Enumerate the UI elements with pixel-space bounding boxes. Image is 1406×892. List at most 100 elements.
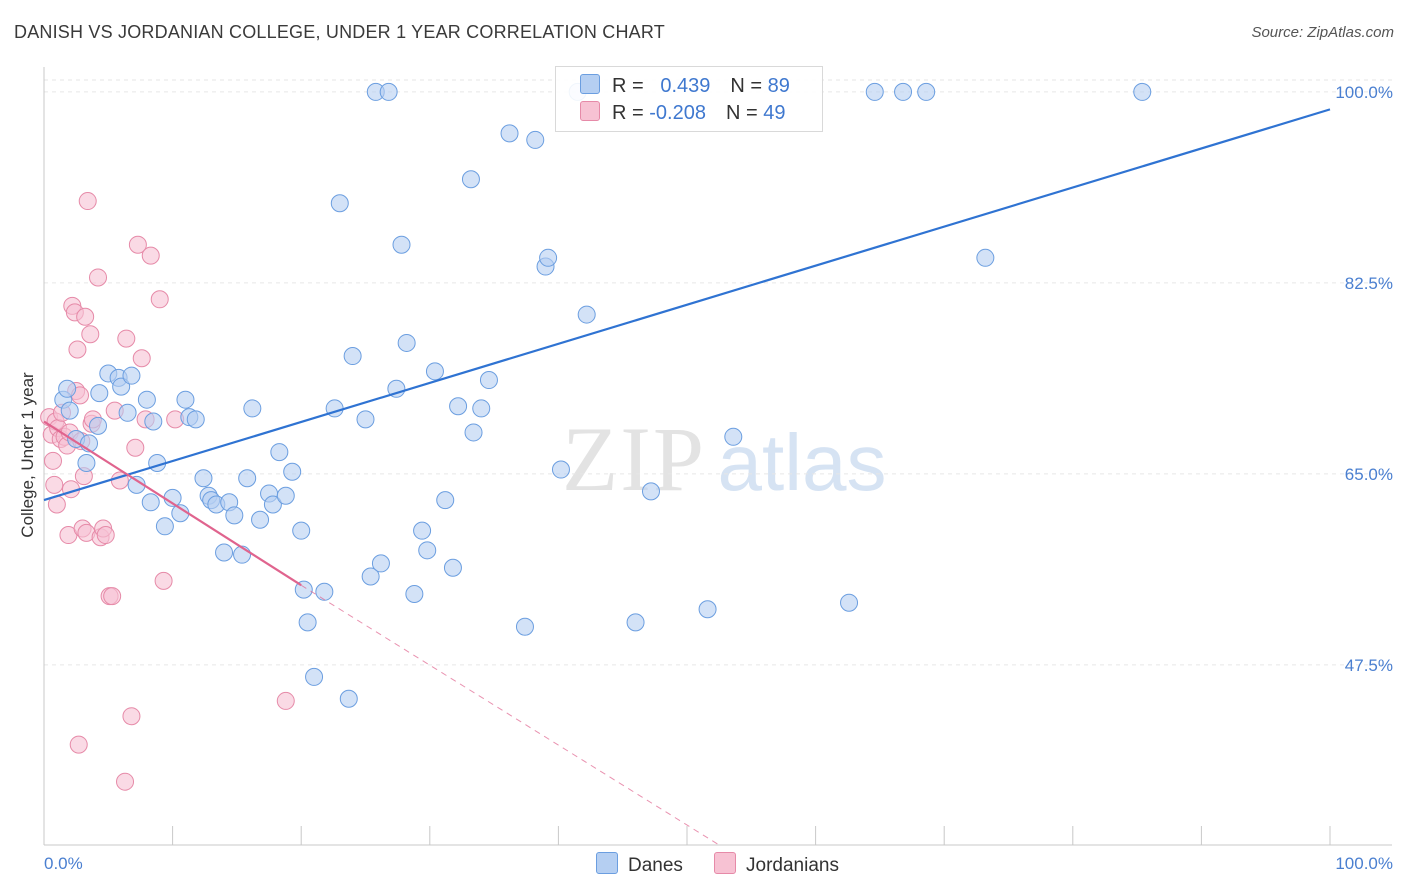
jordanians-point-26 bbox=[81, 325, 100, 344]
legend-row-jordanians: R = -0.208 N = 49 bbox=[580, 101, 785, 127]
danes-point-61 bbox=[436, 491, 455, 510]
jordanians-point-40 bbox=[126, 438, 145, 457]
danes-point-7 bbox=[90, 384, 109, 403]
danes-point-40 bbox=[292, 521, 311, 540]
x-tick-label-0: 0.0% bbox=[44, 854, 83, 873]
danes-point-56 bbox=[397, 333, 416, 352]
danes-point-55 bbox=[392, 235, 411, 254]
danes-point-47 bbox=[339, 689, 358, 708]
jordanians-n-value: 49 bbox=[763, 102, 786, 124]
danes-r-label: R = bbox=[612, 75, 644, 97]
danes-point-54 bbox=[387, 379, 406, 398]
danes-point-66 bbox=[472, 399, 491, 418]
danes-point-1 bbox=[58, 379, 77, 398]
danes-point-23 bbox=[186, 410, 205, 429]
jordanians-point-38 bbox=[117, 329, 136, 348]
danes-point-78 bbox=[698, 600, 717, 619]
jordanians-point-34 bbox=[103, 587, 122, 606]
danes-point-57 bbox=[405, 584, 424, 603]
legend-jordanians[interactable]: Jordanians bbox=[714, 852, 839, 877]
danes-point-59 bbox=[418, 541, 437, 560]
jordanians-r-value: -0.208 bbox=[649, 102, 706, 124]
jordanians-point-37 bbox=[116, 772, 135, 791]
jordanians-point-39 bbox=[122, 707, 141, 726]
jordanians-swatch bbox=[580, 101, 600, 121]
danes-point-70 bbox=[526, 130, 545, 149]
jordanians-point-23 bbox=[76, 307, 95, 326]
danes-point-24 bbox=[194, 469, 213, 488]
danes-point-42 bbox=[298, 613, 317, 632]
danes-point-15 bbox=[141, 493, 160, 512]
danes-swatch bbox=[580, 74, 600, 94]
x-tick-label-1: 100.0% bbox=[1335, 854, 1393, 873]
danes-point-72 bbox=[539, 248, 558, 267]
danes-point-38 bbox=[276, 486, 295, 505]
danes-points bbox=[54, 82, 1152, 708]
danes-point-73 bbox=[551, 460, 570, 479]
jordanians-r-label: R = bbox=[612, 102, 644, 124]
danes-point-2 bbox=[60, 401, 79, 420]
danes-point-44 bbox=[315, 582, 334, 601]
danes-point-69 bbox=[515, 617, 534, 636]
danes-point-49 bbox=[356, 410, 375, 429]
danes-point-37 bbox=[270, 443, 289, 462]
danes-point-81 bbox=[865, 82, 884, 101]
danes-n-label: N = bbox=[730, 75, 763, 97]
danes-point-63 bbox=[449, 397, 468, 416]
jordanians-legend-label: Jordanians bbox=[746, 855, 839, 876]
jordanians-point-29 bbox=[89, 268, 108, 287]
danes-point-84 bbox=[976, 248, 995, 267]
danes-point-6 bbox=[89, 416, 108, 435]
jordanians-point-3 bbox=[45, 475, 64, 494]
y-tick-label-3: 100.0% bbox=[1335, 83, 1393, 102]
jordanians-legend-swatch bbox=[714, 852, 736, 874]
jordanians-point-25 bbox=[78, 192, 97, 211]
gridlines bbox=[44, 79, 1392, 666]
danes-point-83 bbox=[917, 82, 936, 101]
danes-point-67 bbox=[479, 371, 498, 390]
series-legend: Danes Jordanians bbox=[0, 852, 1406, 878]
danes-point-36 bbox=[263, 495, 282, 514]
x-tick-labels: 0.0% 100.0% bbox=[44, 854, 1393, 873]
jordanians-point-45 bbox=[150, 290, 169, 309]
danes-point-48 bbox=[343, 347, 362, 366]
danes-point-77 bbox=[641, 482, 660, 501]
danes-point-76 bbox=[626, 613, 645, 632]
danes-trend-line bbox=[43, 108, 1331, 502]
source-label: Source: ZipAtlas.com bbox=[1251, 24, 1394, 41]
danes-point-75 bbox=[577, 305, 596, 324]
danes-point-33 bbox=[243, 399, 262, 418]
danes-point-82 bbox=[894, 82, 913, 101]
y-tick-label-2: 82.5% bbox=[1345, 274, 1393, 293]
jordanians-point-41 bbox=[128, 235, 147, 254]
jordanians-point-18 bbox=[69, 735, 88, 754]
jordanians-point-17 bbox=[68, 340, 87, 359]
danes-point-58 bbox=[413, 521, 432, 540]
danes-point-43 bbox=[305, 667, 324, 686]
legend-danes[interactable]: Danes bbox=[596, 852, 683, 877]
jordanians-point-2 bbox=[44, 451, 63, 470]
danes-point-62 bbox=[443, 558, 462, 577]
danes-point-79 bbox=[724, 427, 743, 446]
danes-point-68 bbox=[500, 124, 519, 143]
y-tick-labels: 47.5% 65.0% 82.5% 100.0% bbox=[1335, 83, 1393, 675]
danes-point-46 bbox=[330, 194, 349, 213]
jordanians-point-48 bbox=[276, 691, 295, 710]
danes-point-30 bbox=[225, 506, 244, 525]
jordanians-point-46 bbox=[154, 571, 173, 590]
danes-point-14 bbox=[137, 390, 156, 409]
jordanians-point-32 bbox=[96, 526, 115, 545]
axes bbox=[43, 67, 1392, 846]
danes-legend-swatch bbox=[596, 852, 618, 874]
danes-point-52 bbox=[371, 554, 390, 573]
danes-point-12 bbox=[122, 366, 141, 385]
correlation-legend: R = 0.439 N = 89 R = -0.208 N = 49 bbox=[555, 66, 823, 132]
danes-point-80 bbox=[840, 593, 859, 612]
danes-legend-label: Danes bbox=[628, 855, 683, 876]
jordanians-trend-extension bbox=[300, 584, 720, 846]
watermark: ZIP atlas bbox=[562, 408, 886, 510]
watermark-atlas: atlas bbox=[718, 418, 887, 507]
danes-point-85 bbox=[1133, 82, 1152, 101]
danes-point-64 bbox=[461, 170, 480, 189]
